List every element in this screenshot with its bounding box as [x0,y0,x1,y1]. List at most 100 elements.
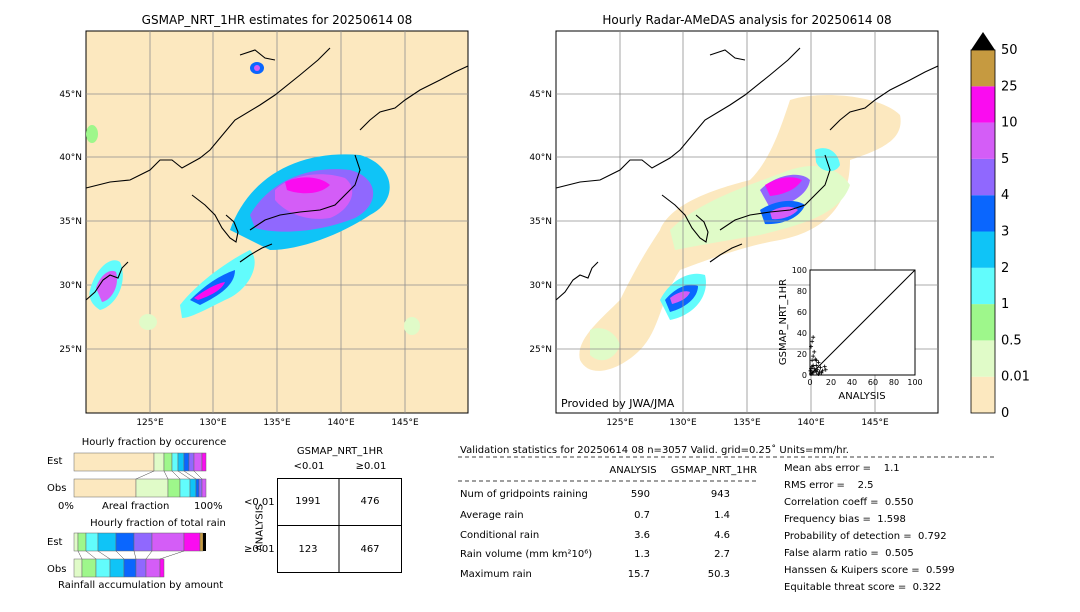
score-ets: Equitable threat score = 0.322 [784,582,942,593]
validation-col-analysis: ANALYSIS [609,465,657,476]
scatter-point [812,349,817,354]
validation-header: Validation statistics for 20250614 08 n=… [460,445,849,456]
right-map-title: Hourly Radar-AMeDAS analysis for 2025061… [602,13,892,27]
scatter-ticks: 00 20 20 40 40 60 60 80 80 100 100 [792,266,923,387]
scatter-xtick: 60 [868,378,878,387]
validation-g-3: 4.6 [714,530,730,541]
validation-g-2: 1.4 [714,510,730,521]
validation-row-label-3: Conditional rain [460,530,540,541]
validation-rules [458,456,996,482]
total-title: Hourly fraction of total rain [90,518,226,529]
scatter-point [814,358,819,363]
total-row-obs: Obs [47,564,67,575]
right-map: 45°N 40°N 35°N 30°N 25°N 125°E 130°E 135… [529,30,939,428]
score-freq-bias: Frequency bias = 1.598 [784,514,906,525]
left-lon-135: 135°E [263,418,291,428]
left-lat-40: 40°N [59,153,82,163]
scatter-point [814,369,819,374]
right-lon-145: 145°E [861,418,889,428]
left-rain-field [86,62,420,335]
occurrence-bars [73,452,207,498]
scatter-point [810,339,815,344]
left-lon-140: 140°E [327,418,355,428]
scatter-point [809,344,814,349]
scatter-inset: 00 20 20 40 40 60 60 80 80 100 100 ANALYSIS GSMAP_… [778,266,923,402]
colorbar-cell [971,231,995,268]
occurrence-row-est: Est [47,456,63,467]
contingency-row2: ≥0.01 [244,544,275,555]
scatter-ylabel: GSMAP_NRT_1HR [778,279,789,365]
left-lon-145: 145°E [391,418,419,428]
scatter-xtick: 20 [826,378,836,387]
colorbar-labels: 0 0.01 0.5 1 2 3 4 5 10 25 50 [1001,43,1030,421]
occurrence-est-bar [73,452,207,472]
right-coastline [555,47,939,301]
scatter-point [811,335,816,340]
validation-a-5: 15.7 [627,569,650,580]
occurrence-x-left: 0% [58,501,74,512]
validation-row-label-1: Num of gridpoints raining [460,489,588,500]
colorbar-cell [971,50,995,87]
scatter-ytick: 20 [797,350,807,359]
colorbar-label: 10 [1001,116,1018,131]
score-pod: Probability of detection = 0.792 [784,531,947,542]
score-far: False alarm ratio = 0.505 [784,548,914,559]
left-lat-45: 45°N [59,90,82,100]
colorbar-label: 50 [1001,43,1018,58]
total-bars [73,532,206,578]
validation-col-gsmap: GSMAP_NRT_1HR [670,465,758,476]
occurrence-connectors [135,470,203,480]
colorbar-label: 2 [1001,261,1009,276]
colorbar-arrow [971,32,995,50]
occurrence-x-mid: Areal fraction [102,501,170,512]
scatter-point [811,370,816,375]
right-map-credit: Provided by JWA/JMA [561,397,675,410]
right-lon-140: 140°E [797,418,825,428]
scatter-point [809,371,814,376]
validation-a-2: 0.7 [634,510,650,521]
validation-g-1: 943 [710,489,730,500]
validation-row-label-4: Rain volume (mm km²10⁶) [460,549,593,560]
left-lat-25: 25°N [59,345,82,355]
contingency-cell-d: 467 [360,544,380,555]
colorbar-cell [971,122,995,159]
scatter-point [809,366,814,371]
validation-a-3: 3.6 [634,530,650,541]
scatter-point [810,358,815,363]
right-lon-axis: 125°E 130°E 135°E 140°E 145°E [606,418,889,428]
colorbar-cell [971,158,995,196]
scatter-ytick: 80 [797,287,807,296]
score-hk: Hanssen & Kuipers score = 0.599 [784,565,955,576]
validation-a-4: 1.3 [634,549,650,560]
contingency-cell-c: 123 [298,544,318,555]
validation-a-1: 590 [630,489,650,500]
colorbar-cell [971,267,995,305]
colorbar-label: 0 [1001,406,1009,421]
scatter-points [808,335,828,376]
scatter-ytick: 40 [797,329,807,338]
right-lon-125: 125°E [606,418,634,428]
scatter-xtick: 80 [889,378,899,387]
scatter-point [822,364,827,369]
scatter-xlabel: ANALYSIS [838,391,885,402]
scatter-point [816,371,821,376]
right-lat-30: 30°N [529,281,552,291]
score-corr: Correlation coeff = 0.550 [784,497,914,508]
scatter-point [810,364,815,369]
contingency-title: GSMAP_NRT_1HR [296,446,384,457]
left-lat-35: 35°N [59,217,82,227]
colorbar-cell [971,304,995,341]
occurrence-x-right: 100% [194,501,223,512]
scatter-point [819,370,824,375]
contingency-row1: <0.01 [244,497,275,508]
contingency-grid [277,478,402,573]
scatter-ytick: 60 [797,308,807,317]
colorbar-cell [971,195,995,232]
left-lon-130: 130°E [199,418,227,428]
colorbar-label: 0.01 [1001,370,1030,385]
left-lon-axis: 125°E 130°E 135°E 140°E 145°E [136,418,419,428]
right-lon-130: 130°E [669,418,697,428]
scatter-ytick: 100 [792,266,807,275]
occurrence-row-obs: Obs [47,483,67,494]
right-lat-40: 40°N [529,153,552,163]
